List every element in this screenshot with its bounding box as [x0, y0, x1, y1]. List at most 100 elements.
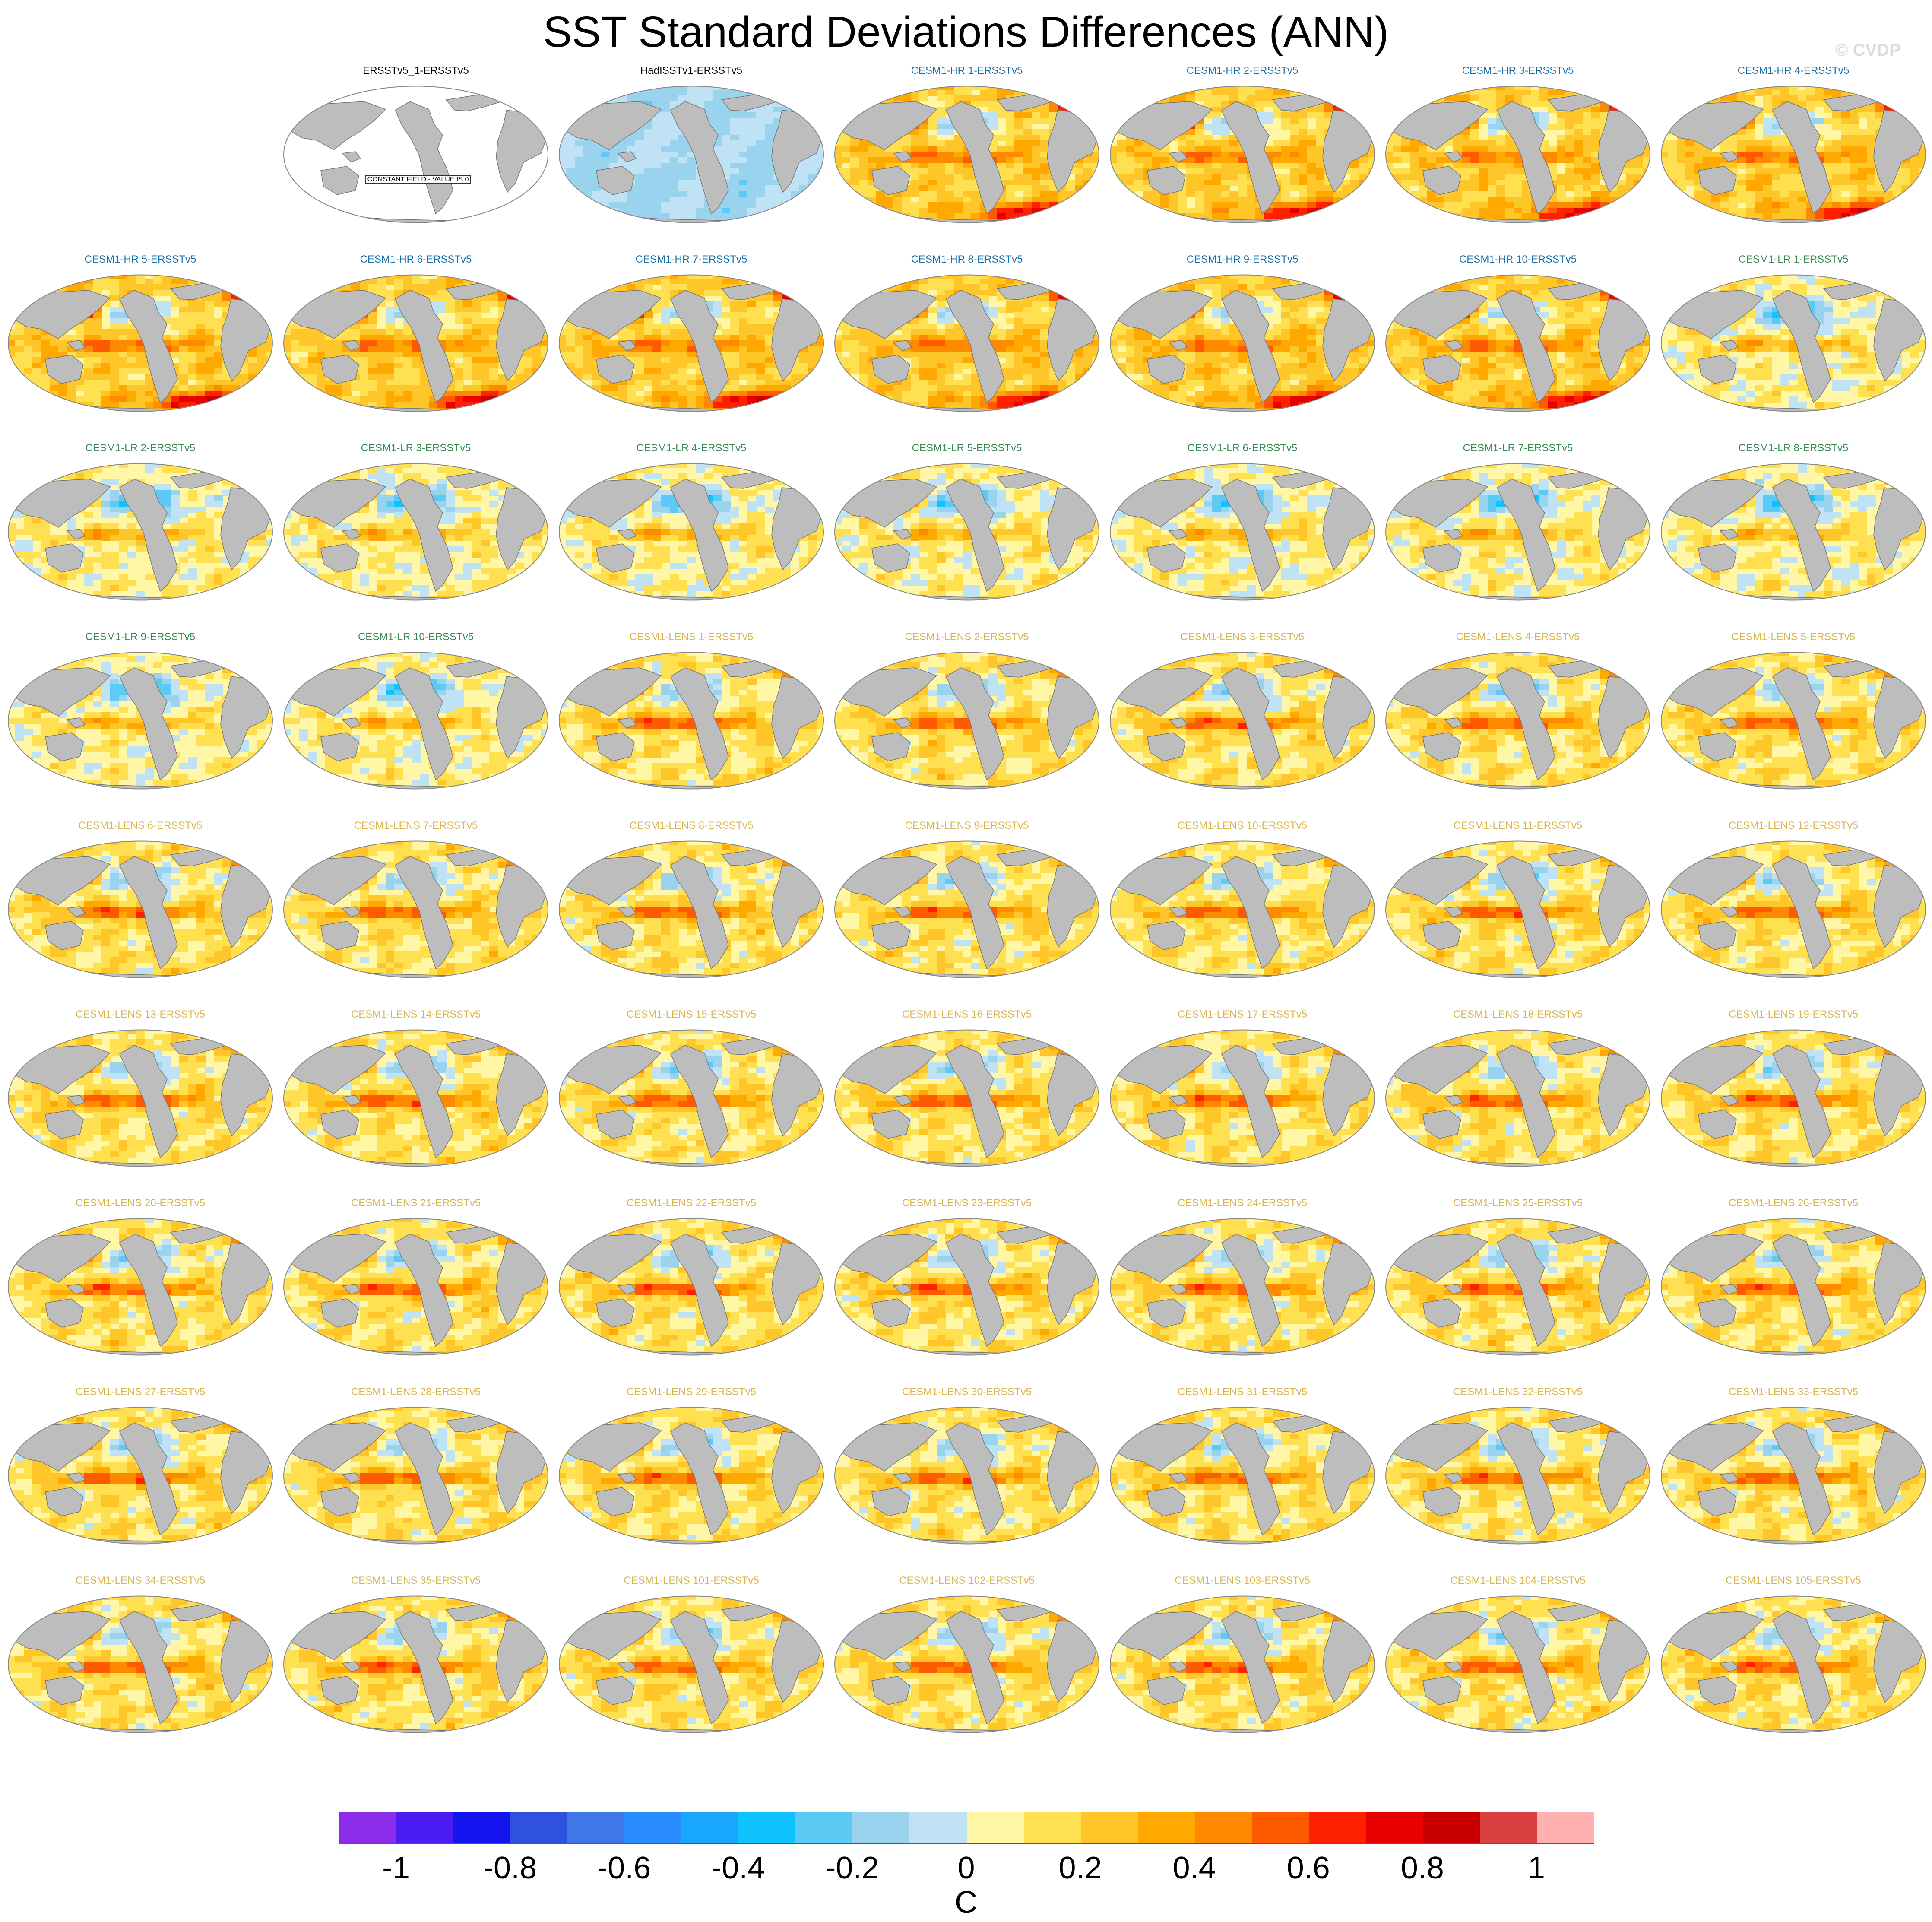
field-cell [1505, 90, 1514, 96]
field-cell [1281, 112, 1290, 118]
field-cell [817, 208, 823, 214]
field-cell [1152, 163, 1161, 169]
field-cell [1126, 146, 1135, 152]
field-cell [1386, 213, 1393, 219]
field-cell [817, 185, 823, 191]
field-cell [524, 295, 533, 301]
field-cell [1316, 129, 1325, 135]
field-cell [1677, 146, 1686, 152]
field-cell [652, 118, 662, 124]
field-cell [559, 95, 567, 101]
field-cell [532, 284, 542, 290]
field-cell [257, 396, 266, 403]
field-cell [1591, 185, 1600, 191]
land-mass [119, 290, 178, 403]
field-cell [722, 152, 731, 158]
field-cell [1685, 213, 1694, 219]
field-cell [368, 284, 377, 290]
field-cell [963, 95, 972, 101]
field-cell [661, 135, 670, 141]
field-cell [291, 279, 300, 285]
field-cell [1832, 197, 1841, 203]
field-cell [1229, 86, 1238, 90]
panel-title: CESM1-HR 6-ERSSTv5 [282, 253, 550, 266]
field-cell [1386, 95, 1393, 101]
field-cell [559, 157, 567, 163]
field-cell [954, 90, 963, 96]
field-cell [1884, 213, 1893, 219]
field-cell [1772, 135, 1781, 141]
field-cell [1238, 163, 1247, 169]
field-cell [1539, 124, 1549, 130]
field-cell [1832, 140, 1841, 146]
field-cell [601, 163, 610, 169]
field-cell [386, 312, 395, 318]
field-cell [284, 275, 291, 279]
field-cell [670, 180, 679, 186]
field-cell [1858, 157, 1867, 163]
field-cell [1281, 124, 1290, 130]
field-cell [971, 202, 980, 208]
field-cell [601, 191, 610, 197]
field-cell [1470, 174, 1479, 180]
field-cell [1557, 185, 1566, 191]
field-cell [859, 157, 868, 163]
field-cell [1117, 197, 1126, 203]
field-cell [1368, 95, 1375, 101]
field-cell [1565, 168, 1574, 174]
field-cell [119, 357, 128, 363]
field-cell [1462, 202, 1471, 208]
field-cell [1609, 95, 1618, 101]
field-cell [196, 374, 206, 380]
field-cell [756, 163, 765, 169]
field-cell [437, 301, 447, 307]
field-cell [1867, 197, 1876, 203]
field-cell [188, 396, 197, 403]
field-cell [1539, 112, 1549, 118]
map-panel-grid: ERSSTv5_1-ERSSTv5 CONSTANT FIELD - VALUE … [6, 65, 1927, 1735]
field-cell [911, 86, 920, 90]
field-cell [1677, 213, 1686, 219]
field-cell [1040, 140, 1049, 146]
field-cell [481, 357, 490, 363]
field-cell [1772, 197, 1781, 203]
field-cell [222, 408, 231, 412]
field-cell [368, 329, 377, 335]
field-cell [1110, 107, 1118, 113]
field-cell [1281, 197, 1290, 203]
field-cell [1763, 157, 1772, 163]
field-cell [1661, 101, 1669, 107]
field-cell [1565, 124, 1574, 130]
field-cell [868, 157, 877, 163]
field-cell [110, 380, 119, 386]
field-cell [1867, 129, 1876, 135]
field-cell [15, 391, 24, 397]
field-cell [1668, 86, 1677, 90]
field-cell [1806, 213, 1815, 219]
field-cell [145, 290, 154, 296]
field-cell [1110, 157, 1118, 163]
field-cell [1134, 146, 1143, 152]
field-cell [472, 324, 481, 330]
field-cell [730, 213, 739, 219]
field-cell [575, 107, 584, 113]
field-cell [1694, 185, 1703, 191]
field-cell [747, 185, 757, 191]
field-cell [1850, 86, 1859, 90]
field-cell [954, 146, 963, 152]
field-cell [205, 408, 214, 412]
field-cell [1238, 174, 1247, 180]
field-cell [1204, 185, 1213, 191]
field-cell [24, 295, 33, 301]
field-cell [214, 295, 223, 301]
field-cell [325, 340, 334, 346]
field-cell [472, 352, 481, 358]
field-cell [1195, 95, 1204, 101]
field-cell [1204, 180, 1213, 186]
field-cell [1040, 118, 1049, 124]
field-cell [1539, 118, 1549, 124]
field-cell [1299, 140, 1308, 146]
field-cell [1755, 197, 1764, 203]
field-cell [1711, 202, 1720, 208]
field-cell [1867, 90, 1876, 96]
